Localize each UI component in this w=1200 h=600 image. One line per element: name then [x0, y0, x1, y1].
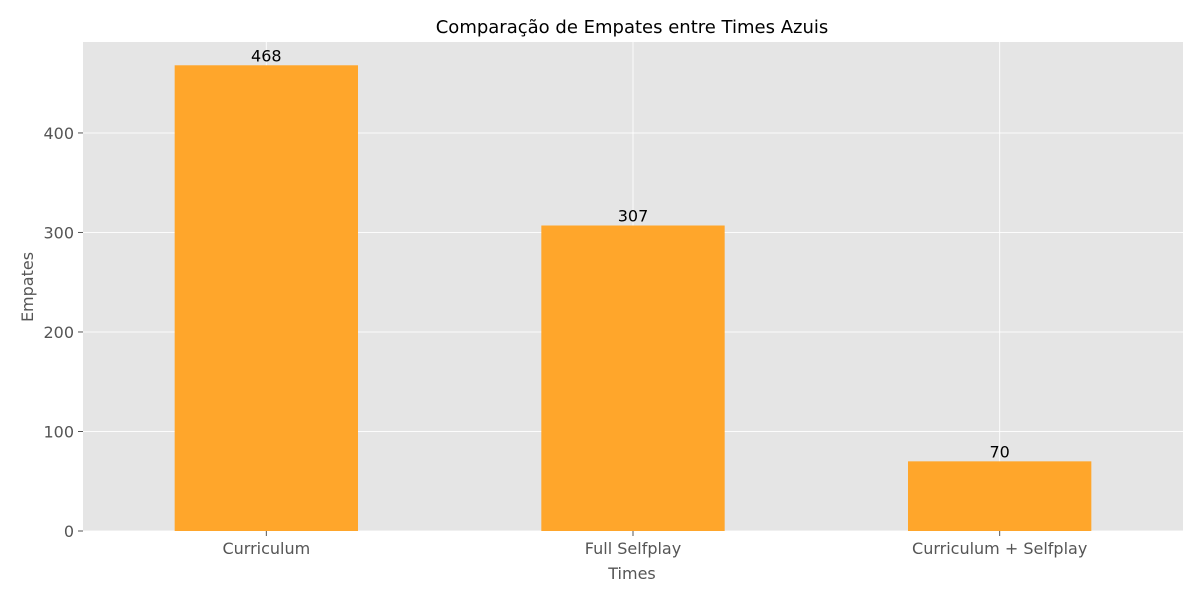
x-axis-label: Times	[607, 564, 656, 583]
bar	[908, 461, 1092, 531]
y-tick-label: 300	[43, 223, 74, 242]
y-tick-label: 400	[43, 124, 74, 143]
bar	[541, 225, 725, 531]
bar-value-label: 307	[618, 206, 649, 225]
y-tick-label: 100	[43, 422, 74, 441]
x-tick-label: Full Selfplay	[585, 539, 681, 558]
bar	[174, 65, 358, 532]
y-tick-label: 0	[64, 522, 74, 541]
y-axis-label: Empates	[18, 252, 37, 322]
x-tick-label: Curriculum + Selfplay	[912, 539, 1087, 558]
bars: 468 307 70	[174, 46, 1092, 532]
bar-value-label: 70	[989, 442, 1009, 461]
x-tick-label: Curriculum	[222, 539, 310, 558]
bar-value-label: 468	[251, 46, 282, 65]
y-tick-label: 200	[43, 323, 74, 342]
ticks: 0 100 200 300 400 Curriculum Full Selfplay Curr…	[43, 124, 1087, 558]
chart-title: Comparação de Empates entre Times Azuis	[436, 17, 829, 38]
